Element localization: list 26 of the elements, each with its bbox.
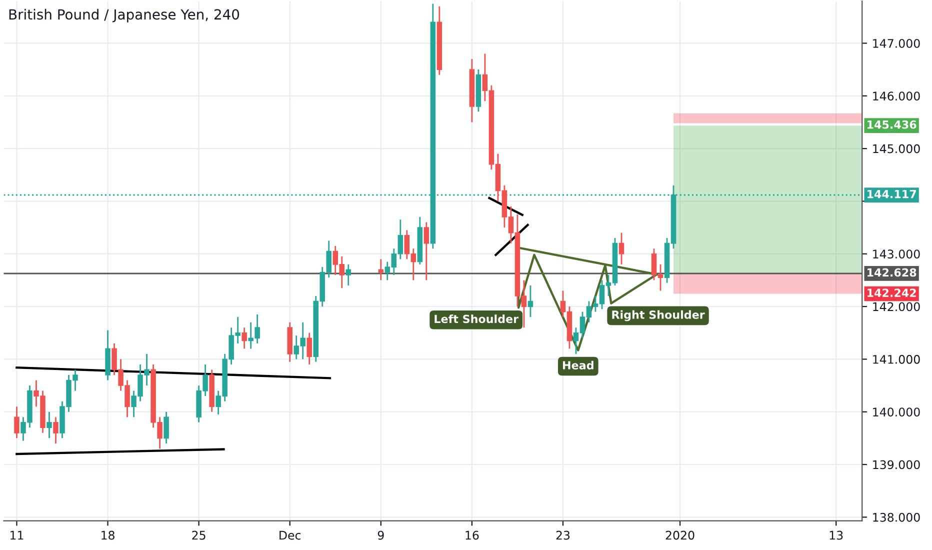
ref-line-label: 144.117: [868, 190, 916, 198]
y-tick-label: 142.000: [873, 302, 920, 312]
text: British Pound / Japanese Yen, 240: [9, 8, 240, 22]
y-tick-label: 143.000: [873, 250, 920, 259]
x-tick-label: 9: [378, 530, 384, 540]
y-tick-label: 138.000: [873, 512, 920, 522]
y-tick-label: 139.000: [873, 460, 920, 470]
band-label: 145.436: [868, 120, 916, 129]
annotation: Right Shoulder: [612, 310, 705, 322]
annotation: Left Shoulder: [434, 314, 519, 324]
y-tick-label: 147.000: [873, 38, 920, 48]
y-tick-label: 140.000: [873, 408, 920, 416]
x-tick-label: 2020: [666, 530, 694, 540]
x-tick-label: 11: [10, 530, 24, 540]
x-tick-label: 16: [466, 530, 479, 540]
x-tick-label: Dec: [280, 530, 301, 540]
y-tick-label: 145.000: [873, 144, 920, 154]
y-tick-label: 141.000: [873, 354, 920, 364]
band-label: 142.242: [868, 288, 916, 297]
x-tick-label: 13: [830, 530, 843, 540]
x-tick-label: 18: [102, 530, 114, 540]
ref-line-label: 142.628: [868, 268, 916, 277]
annotation: Head: [563, 360, 594, 370]
y-tick-label: 146.000: [873, 92, 920, 101]
x-tick-label: 25: [192, 530, 206, 540]
x-tick-label: 23: [556, 530, 570, 540]
